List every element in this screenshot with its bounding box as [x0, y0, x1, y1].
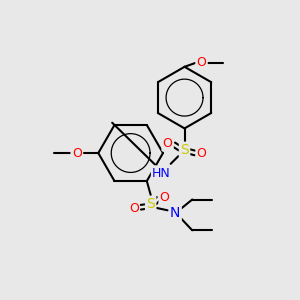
Text: O: O — [196, 56, 206, 69]
Text: N: N — [170, 206, 181, 220]
Text: O: O — [163, 137, 172, 150]
Text: S: S — [146, 197, 155, 211]
Text: O: O — [129, 202, 139, 215]
Text: O: O — [160, 191, 170, 205]
Text: S: S — [180, 143, 189, 157]
Text: HN: HN — [152, 167, 171, 180]
Text: O: O — [72, 146, 82, 160]
Text: O: O — [196, 147, 206, 160]
